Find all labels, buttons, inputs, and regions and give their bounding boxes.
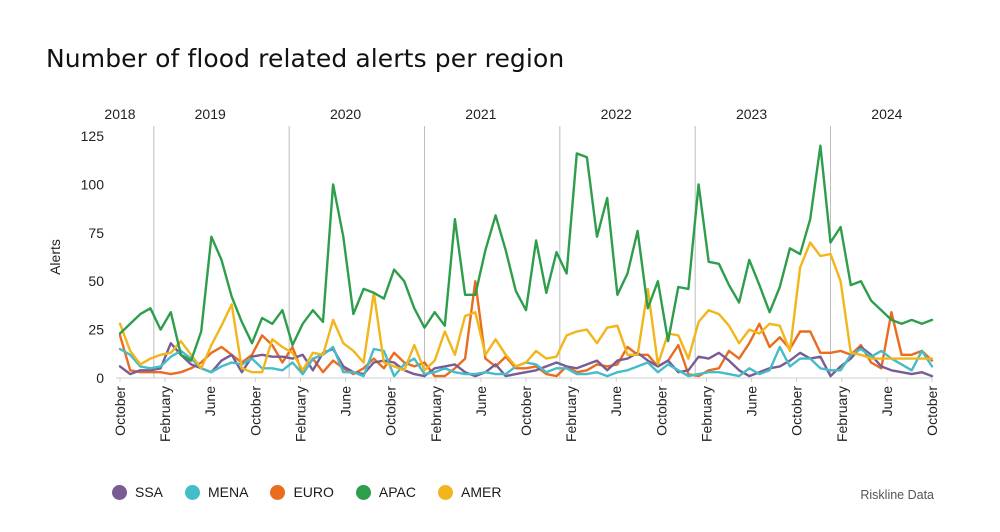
month-tick-label: October	[653, 386, 669, 436]
month-tick-label: February	[157, 386, 173, 442]
legend-label-mena: MENA	[208, 484, 249, 500]
legend-swatch-mena	[185, 484, 201, 500]
month-tick-label: February	[428, 386, 444, 442]
legend-label-apac: APAC	[378, 484, 417, 500]
month-tick-label: June	[744, 386, 760, 417]
series-line-ssa	[118, 342, 934, 378]
year-label: 2019	[195, 106, 226, 122]
year-label: 2024	[871, 106, 902, 122]
month-tick-label: June	[202, 386, 218, 417]
y-tick-label: 50	[88, 273, 104, 289]
legend-item-mena[interactable]: MENA	[185, 484, 248, 500]
legend-item-apac[interactable]: APAC	[355, 484, 417, 500]
series-line-amer	[118, 241, 934, 374]
legend-label-euro: EURO	[293, 484, 334, 500]
month-tick-label: June	[338, 386, 354, 417]
month-tick-label: October	[247, 386, 263, 436]
legend: SSA MENA EURO APAC AMER	[112, 484, 523, 500]
month-tick-label: October	[518, 386, 534, 436]
legend-label-amer: AMER	[461, 484, 502, 500]
year-label: 2018	[104, 106, 135, 122]
legend-item-amer[interactable]: AMER	[438, 484, 501, 500]
legend-swatch-apac	[355, 484, 371, 500]
month-tick-label: June	[473, 386, 489, 417]
series-line-euro	[118, 280, 934, 378]
y-tick-label: 100	[81, 176, 105, 192]
legend-item-ssa[interactable]: SSA	[112, 484, 163, 500]
year-label: 2020	[330, 106, 361, 122]
y-tick-label: 25	[88, 322, 104, 338]
chart-title: Number of flood related alerts per regio…	[46, 44, 565, 73]
month-tick-label: February	[834, 386, 850, 442]
month-tick-label: June	[879, 386, 895, 417]
source-credit: Riskline Data	[860, 488, 934, 502]
year-label: 2023	[736, 106, 767, 122]
month-tick-label: June	[608, 386, 624, 417]
legend-swatch-euro	[270, 484, 286, 500]
y-tick-label: 75	[88, 225, 104, 241]
month-tick-label: February	[698, 386, 714, 442]
year-label: 2021	[465, 106, 496, 122]
legend-item-euro[interactable]: EURO	[270, 484, 334, 500]
month-tick-label: October	[789, 386, 805, 436]
year-label: 2022	[601, 106, 632, 122]
month-tick-label: February	[563, 386, 579, 442]
series-line-apac	[118, 144, 934, 362]
month-tick-label: October	[112, 386, 128, 436]
legend-swatch-amer	[438, 484, 454, 500]
month-tick-label: October	[383, 386, 399, 436]
month-tick-label: October	[924, 386, 940, 436]
legend-swatch-ssa	[112, 484, 127, 500]
legend-label-ssa: SSA	[135, 484, 164, 500]
y-tick-label: 0	[96, 370, 104, 386]
y-tick-label: 125	[81, 128, 105, 144]
month-tick-label: February	[292, 386, 308, 442]
y-axis-label: Alerts	[47, 239, 63, 275]
